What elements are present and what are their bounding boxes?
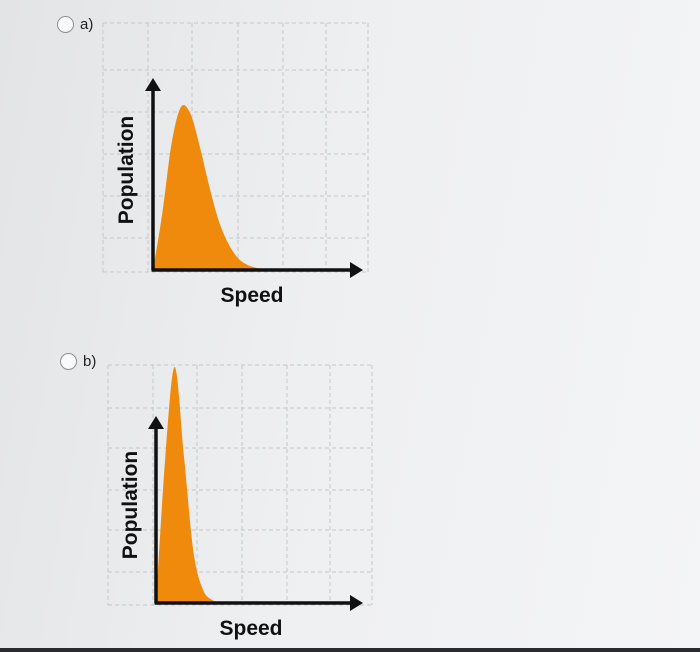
option-b-row[interactable]: b) xyxy=(60,353,96,370)
distribution-area xyxy=(153,105,293,270)
grid xyxy=(107,364,373,606)
x-axis-arrow-icon xyxy=(350,595,363,611)
option-a-row[interactable]: a) xyxy=(57,16,93,33)
option-a-radio[interactable] xyxy=(57,16,74,33)
grid xyxy=(102,22,369,273)
x-axis-arrow-icon xyxy=(350,262,363,278)
y-axis-arrow-icon xyxy=(148,416,164,429)
option-b-label: b) xyxy=(83,353,97,370)
y-axis-label: Population xyxy=(119,451,142,560)
bottom-bar xyxy=(0,648,700,652)
y-axis-label: Population xyxy=(115,116,138,225)
x-axis-label: Speed xyxy=(219,617,282,640)
distribution-area xyxy=(156,367,296,603)
option-a-label: a) xyxy=(80,16,94,33)
x-axis-label: Speed xyxy=(220,284,283,307)
option-b-radio[interactable] xyxy=(60,353,77,370)
option-a-chart: Speed Population xyxy=(102,22,369,307)
y-axis-arrow-icon xyxy=(145,78,161,91)
